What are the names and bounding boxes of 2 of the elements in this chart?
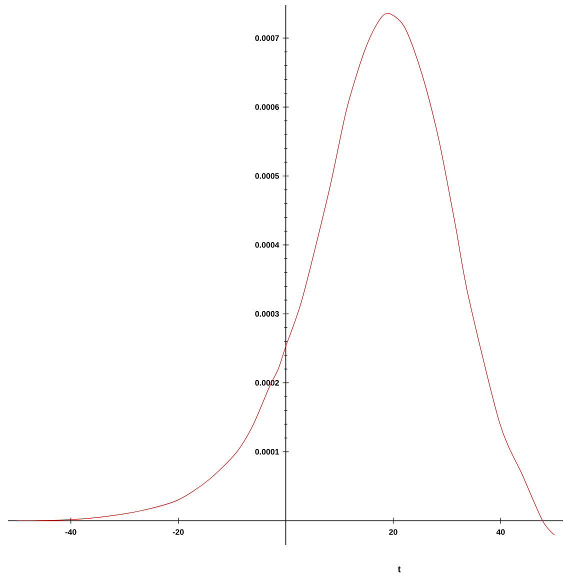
x-axis-title: t xyxy=(398,566,401,572)
line-series xyxy=(16,12,555,536)
